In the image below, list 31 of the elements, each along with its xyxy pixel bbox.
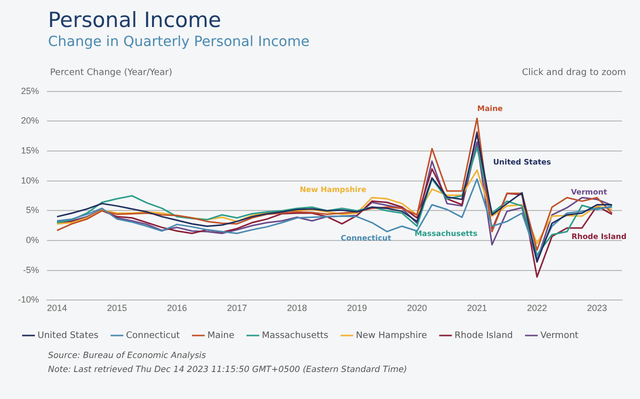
y-tick-label: 0% (26, 235, 40, 246)
x-tick-label: 2020 (406, 303, 428, 314)
legend-label: United States (38, 330, 99, 341)
x-tick-label: 2018 (286, 303, 308, 314)
legend-label: Maine (207, 330, 235, 341)
legend-label: Massachusetts (262, 330, 329, 341)
y-tick-label: 25% (20, 86, 40, 96)
x-tick-label: 2016 (166, 303, 188, 314)
x-tick-label: 2019 (346, 303, 368, 314)
source-note: Source: Bureau of Economic Analysis (48, 351, 206, 361)
legend-label: Vermont (540, 330, 579, 341)
x-tick-label: 2023 (586, 303, 608, 314)
chart-subtitle: Change in Quarterly Personal Income (48, 34, 310, 50)
x-tick-label: 2015 (106, 303, 128, 314)
x-tick-label: 2022 (526, 303, 548, 314)
y-axis-title: Percent Change (Year/Year) (50, 68, 172, 78)
y-tick-label: 15% (20, 146, 40, 156)
legend-label: New Hampshire (356, 330, 428, 341)
y-tick-label: 5% (26, 205, 40, 216)
x-tick-label: 2021 (466, 303, 488, 314)
y-tick-label: 20% (20, 116, 40, 126)
y-tick-label: -5% (22, 264, 40, 275)
text: Click and drag to zoom (522, 68, 626, 78)
y-tick-label: -10% (18, 294, 40, 305)
text: Note: Last retrieved Thu Dec 14 2023 11:15:50 GMT+0500 (Eastern Standard Time) (48, 365, 408, 375)
x-tick-label: 2017 (226, 303, 248, 314)
legend-label: Connecticut (126, 330, 180, 341)
x-tick-label: 2014 (46, 303, 68, 314)
chart-title: Personal Income (48, 8, 222, 32)
legend-label: Rhode Island (454, 330, 513, 341)
y-tick-label: 10% (20, 175, 40, 186)
